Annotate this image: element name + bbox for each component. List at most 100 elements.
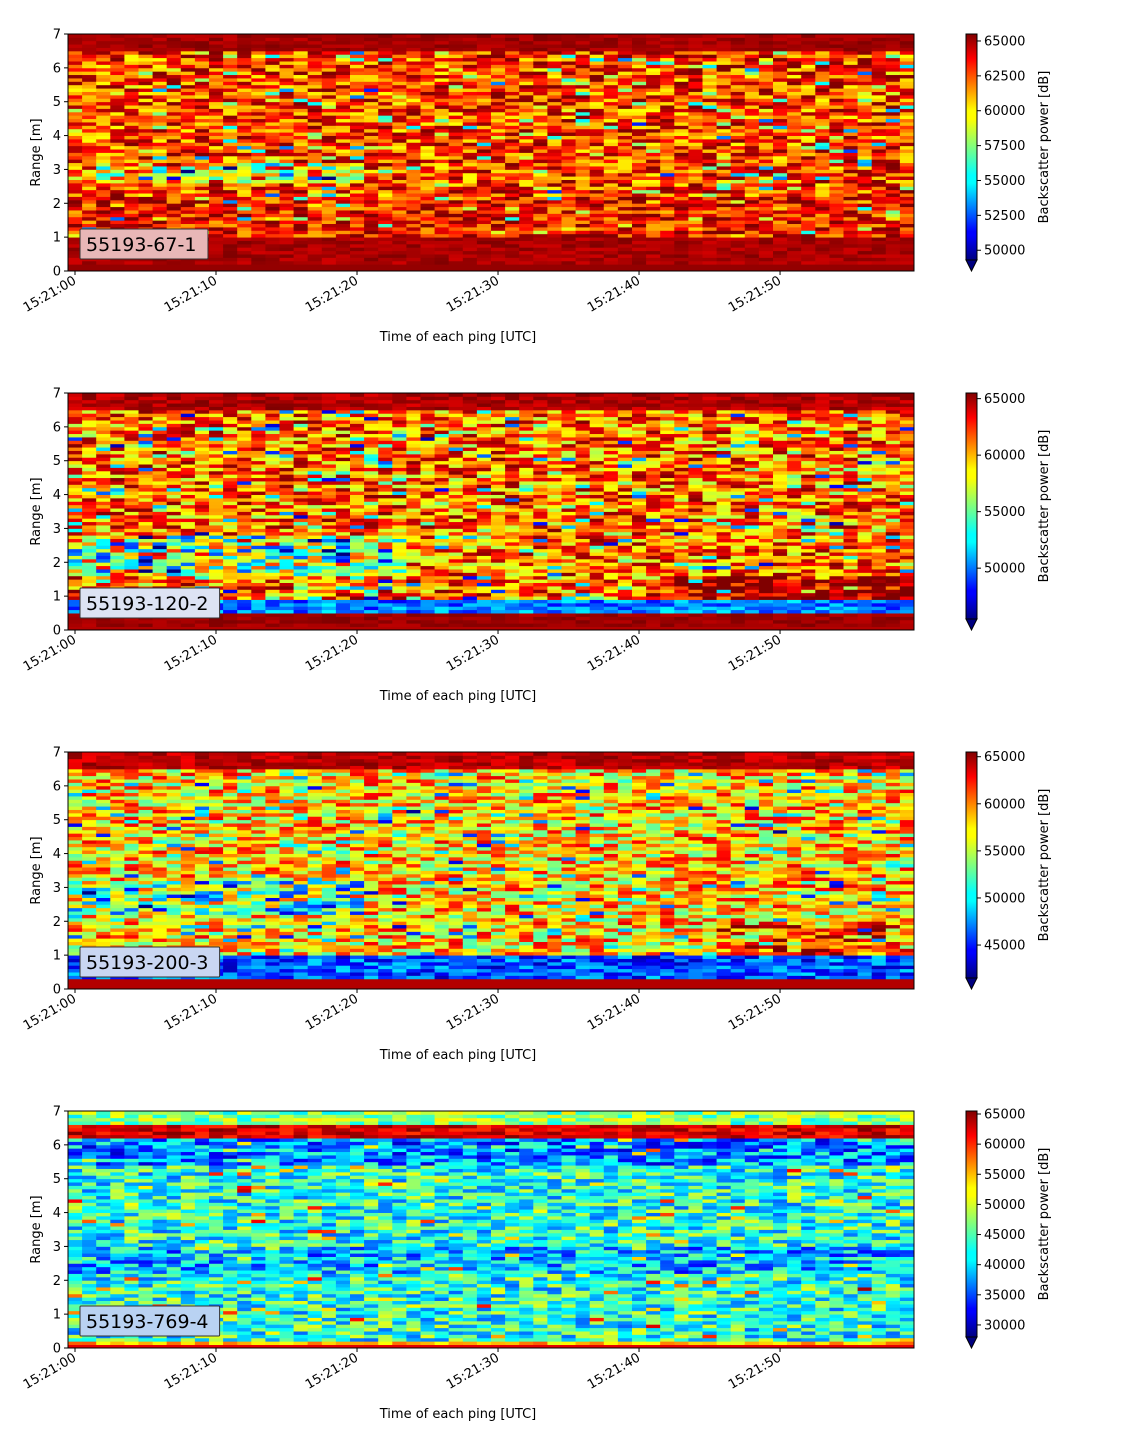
heatmap-cell bbox=[773, 118, 788, 123]
heatmap-cell bbox=[519, 230, 534, 235]
heatmap-cell bbox=[885, 111, 901, 116]
heatmap-cell bbox=[265, 166, 280, 170]
heatmap-cell bbox=[96, 464, 111, 468]
heatmap-cell bbox=[462, 233, 478, 238]
heatmap-cell bbox=[406, 34, 421, 38]
heatmap-cell bbox=[547, 216, 562, 221]
heatmap-cell bbox=[180, 118, 196, 123]
heatmap-cell bbox=[124, 122, 139, 126]
heatmap-cell bbox=[589, 118, 605, 123]
heatmap-cell bbox=[96, 406, 111, 411]
heatmap-cell bbox=[476, 155, 492, 160]
heatmap-cell bbox=[96, 196, 111, 201]
heatmap-cell bbox=[843, 179, 858, 184]
heatmap-cell bbox=[674, 189, 689, 194]
heatmap-cell bbox=[744, 257, 760, 262]
heatmap-cell bbox=[857, 132, 873, 136]
heatmap-cell bbox=[688, 122, 703, 126]
heatmap-cell bbox=[575, 247, 591, 252]
heatmap-cell bbox=[843, 193, 858, 197]
heatmap-cell bbox=[223, 203, 238, 208]
heatmap-cell bbox=[688, 206, 703, 211]
heatmap-cell bbox=[420, 182, 435, 187]
heatmap-cell bbox=[110, 94, 125, 99]
heatmap-cell bbox=[265, 179, 280, 184]
heatmap-cell bbox=[68, 196, 83, 201]
heatmap-cell bbox=[744, 189, 760, 194]
heatmap-cell bbox=[533, 250, 548, 255]
heatmap-cell bbox=[434, 186, 450, 191]
heatmap-cell bbox=[547, 149, 562, 153]
heatmap-cell bbox=[265, 145, 280, 150]
heatmap-cell bbox=[307, 84, 323, 89]
heatmap-cell bbox=[505, 254, 520, 258]
heatmap-cell bbox=[730, 179, 746, 184]
heatmap-cell bbox=[82, 416, 97, 421]
heatmap-cell bbox=[180, 460, 196, 465]
heatmap-cell bbox=[406, 254, 421, 258]
heatmap-cell bbox=[505, 125, 520, 130]
heatmap-cell bbox=[251, 162, 266, 167]
heatmap-cell bbox=[857, 230, 873, 235]
heatmap-cell bbox=[829, 128, 844, 133]
heatmap-cell bbox=[68, 57, 83, 62]
heatmap-cell bbox=[110, 223, 125, 228]
heatmap-cell bbox=[96, 626, 111, 631]
heatmap-cell bbox=[392, 169, 407, 174]
heatmap-cell bbox=[660, 172, 675, 177]
heatmap-cell bbox=[871, 64, 887, 69]
heatmap-cell bbox=[871, 196, 887, 201]
heatmap-cell bbox=[660, 108, 675, 113]
heatmap-cell bbox=[462, 237, 478, 241]
heatmap-cell bbox=[138, 145, 153, 150]
heatmap-cell bbox=[505, 122, 520, 126]
heatmap-cell bbox=[674, 98, 689, 103]
heatmap-cell bbox=[420, 145, 435, 150]
heatmap-cell bbox=[194, 403, 210, 407]
heatmap-cell bbox=[758, 267, 774, 272]
heatmap-cell bbox=[82, 128, 97, 133]
heatmap-cell bbox=[420, 74, 435, 79]
heatmap-cell bbox=[885, 226, 901, 231]
heatmap-cell bbox=[632, 267, 647, 272]
heatmap-cell bbox=[321, 162, 337, 167]
heatmap-cell bbox=[829, 84, 844, 89]
heatmap-cell bbox=[589, 182, 605, 187]
heatmap-cell bbox=[575, 145, 591, 150]
heatmap-cell bbox=[519, 115, 534, 120]
heatmap-cell bbox=[124, 54, 139, 59]
heatmap-cell bbox=[180, 115, 196, 120]
heatmap-cell bbox=[787, 44, 802, 48]
heatmap-cell bbox=[82, 487, 97, 492]
heatmap-cell bbox=[335, 34, 351, 38]
heatmap-cell bbox=[491, 260, 506, 265]
heatmap-cell bbox=[82, 565, 97, 570]
heatmap-cell bbox=[392, 159, 407, 164]
heatmap-cell bbox=[885, 64, 901, 69]
heatmap-cell bbox=[194, 579, 210, 583]
heatmap-cell bbox=[138, 34, 153, 38]
heatmap-cell bbox=[110, 206, 125, 211]
heatmap-cell bbox=[885, 135, 901, 140]
heatmap-cell bbox=[406, 179, 421, 184]
heatmap-cell bbox=[194, 152, 210, 157]
heatmap-cell bbox=[632, 203, 647, 208]
heatmap-cell bbox=[758, 50, 774, 55]
heatmap-cell bbox=[575, 199, 591, 204]
colorbar-label: Backscatter power [dB] bbox=[1037, 71, 1052, 224]
heatmap-cell bbox=[68, 487, 83, 492]
heatmap-cell bbox=[843, 213, 858, 218]
heatmap-cell bbox=[434, 44, 450, 48]
heatmap-cell bbox=[730, 237, 746, 241]
heatmap-cell bbox=[632, 81, 647, 86]
heatmap-cell bbox=[335, 152, 351, 157]
heatmap-cell bbox=[237, 115, 252, 120]
heatmap-cell bbox=[364, 226, 379, 231]
heatmap-cell bbox=[448, 159, 464, 164]
heatmap-cell bbox=[871, 260, 887, 265]
heatmap-cell bbox=[533, 78, 548, 82]
heatmap-cell bbox=[68, 619, 83, 624]
heatmap-cell bbox=[68, 267, 83, 272]
heatmap-cell bbox=[307, 254, 323, 258]
heatmap-cell bbox=[632, 115, 647, 120]
